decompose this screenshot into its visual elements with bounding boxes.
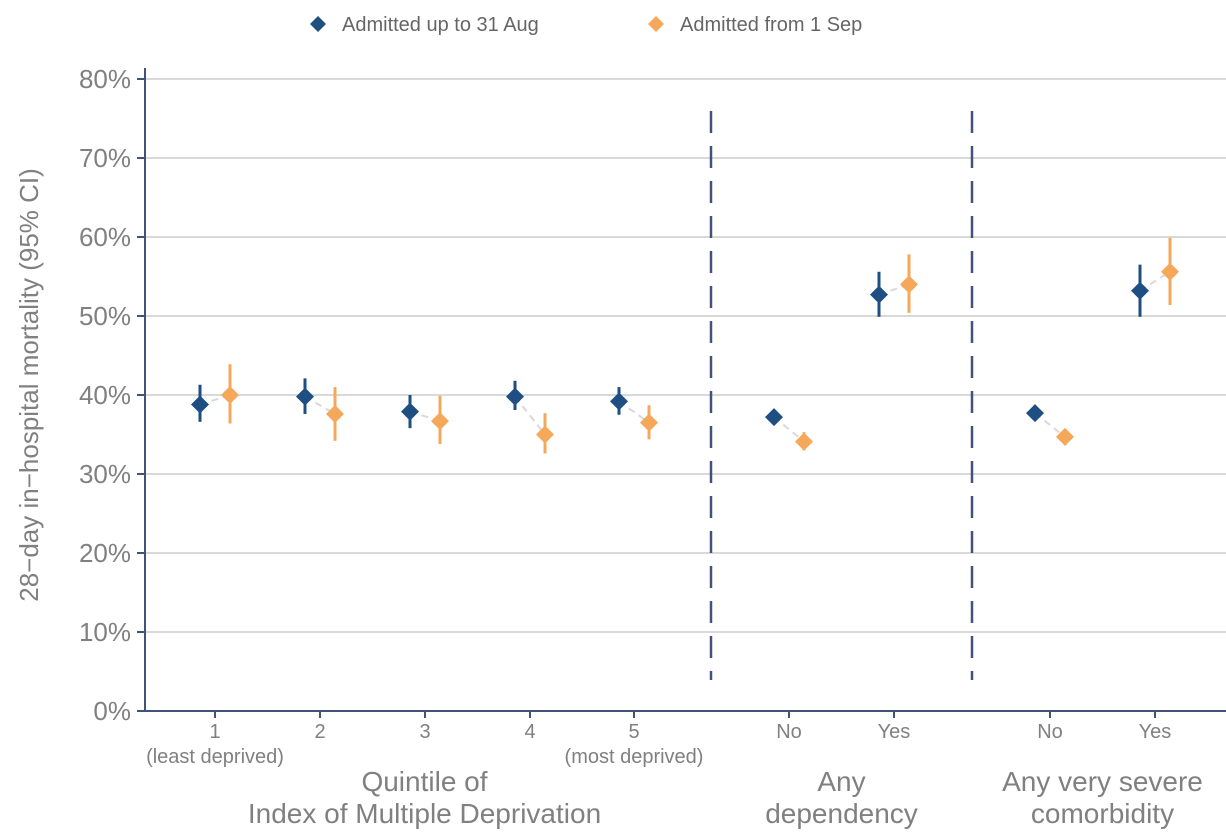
x-tick-label: 4	[524, 721, 535, 743]
data-point	[610, 392, 628, 411]
x-tick-sublabel: (most deprived)	[565, 746, 704, 768]
connectors	[199, 270, 1171, 443]
data-point	[1161, 262, 1179, 281]
group-title: Index of Multiple Deprivation	[248, 798, 601, 829]
y-tick-label: 60%	[79, 222, 131, 252]
data-point	[401, 402, 419, 421]
y-tick-label: 10%	[79, 617, 131, 647]
x-tick-label: No	[1037, 721, 1063, 743]
data-point	[640, 413, 658, 432]
x-tick-label: 2	[314, 721, 325, 743]
x-tick-label: 1	[209, 721, 220, 743]
error-bars	[198, 237, 1172, 454]
connector-line	[514, 395, 546, 436]
points	[191, 262, 1179, 451]
group-title: Any	[817, 766, 865, 797]
y-tick-label: 30%	[79, 459, 131, 489]
y-axis-label: 28−day in−hospital mortality (95% CI)	[14, 168, 44, 602]
data-point	[1056, 427, 1074, 446]
x-tick-label: Yes	[878, 721, 911, 743]
data-point	[191, 395, 209, 414]
gridlines	[145, 78, 1226, 633]
legend: Admitted up to 31 Aug Admitted from 1 Sep	[310, 14, 862, 36]
legend-label: Admitted from 1 Sep	[680, 14, 862, 36]
y-tick-label: 50%	[79, 301, 131, 331]
group-title: Any very severe	[1002, 766, 1203, 797]
legend-label: Admitted up to 31 Aug	[342, 14, 539, 36]
data-point	[326, 404, 344, 423]
connector-line	[773, 416, 805, 443]
x-tick-label: 5	[628, 721, 639, 743]
y-tick-label: 20%	[79, 538, 131, 568]
legend-marker	[310, 16, 326, 32]
group-title: comorbidity	[1031, 798, 1174, 829]
x-tick-sublabel: (least deprived)	[146, 746, 284, 768]
data-point	[221, 386, 239, 404]
y-tick-label: 0%	[93, 696, 131, 726]
data-point	[431, 412, 449, 431]
group-title: dependency	[765, 798, 918, 829]
x-axis-labels: 1 (least deprived) 2 3 4 5 (most deprived) Quin…	[146, 711, 1203, 829]
data-point	[536, 425, 554, 444]
data-point	[870, 285, 888, 304]
data-point	[506, 387, 524, 406]
legend-marker	[648, 16, 664, 32]
data-point	[1131, 281, 1149, 300]
x-tick-label: Yes	[1139, 721, 1172, 743]
group-title: Quintile of	[361, 766, 487, 797]
data-point	[765, 408, 783, 427]
axes: 0% 10% 20% 30% 40% 50% 60% 70% 80%	[79, 64, 1226, 726]
data-point	[296, 387, 314, 406]
y-tick-label: 40%	[79, 380, 131, 410]
data-point	[795, 432, 813, 451]
y-tick-label: 70%	[79, 143, 131, 173]
x-tick-label: 3	[419, 721, 430, 743]
data-point	[1026, 404, 1044, 423]
x-tick-label: No	[776, 721, 802, 743]
y-tick-label: 80%	[79, 64, 131, 94]
group-separators	[709, 111, 974, 680]
data-point	[900, 275, 918, 294]
